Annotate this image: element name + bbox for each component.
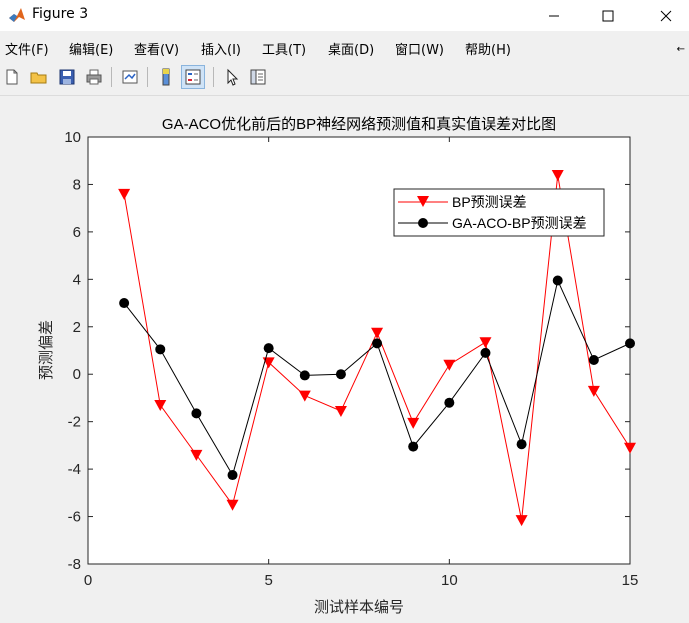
menu-edit[interactable]: 编辑(E): [69, 43, 114, 58]
chart[interactable]: GA-ACO优化前后的BP神经网络预测值和真实值误差对比图 测试样本编号 预测偏…: [0, 96, 689, 619]
bp-error-point: [624, 442, 636, 454]
ga-aco-bp-error-point: [552, 275, 563, 286]
ga-aco-bp-error-point: [444, 397, 455, 408]
bp-error-point: [298, 390, 311, 402]
y-tick-label: 8: [73, 176, 81, 193]
bp-error-point: [587, 385, 600, 397]
y-tick-label: 2: [73, 319, 81, 336]
y-tick-label: 10: [64, 129, 81, 146]
bp-error-point: [371, 327, 384, 339]
chart-title: GA-ACO优化前后的BP神经网络预测值和真实值误差对比图: [162, 115, 556, 133]
ga-aco-bp-error-point: [516, 439, 527, 450]
close-icon: [660, 10, 672, 21]
menu-overflow-icon[interactable]: ←: [676, 44, 685, 55]
property-editor-button[interactable]: [246, 65, 270, 89]
menu-insert[interactable]: 插入(I): [201, 43, 241, 58]
toolbar: [0, 61, 689, 96]
y-tick-label: 4: [73, 271, 81, 288]
matlab-logo-icon: [9, 8, 25, 22]
insert-legend-icon: [185, 69, 201, 85]
link-plot-button[interactable]: [118, 65, 142, 89]
x-tick-label: 0: [84, 572, 92, 589]
bp-error-point: [154, 400, 167, 412]
menu-tools[interactable]: 工具(T): [262, 43, 307, 58]
new-figure-icon: [6, 69, 18, 85]
legend-box: [393, 188, 605, 237]
ga-aco-bp-error-point: [625, 338, 635, 349]
pointer-icon: [227, 68, 239, 86]
ga-aco-bp-error-point: [191, 408, 202, 419]
ga-aco-bp-error-point: [408, 441, 419, 452]
open-file-button[interactable]: [27, 65, 51, 89]
menu-desktop[interactable]: 桌面(D): [328, 43, 375, 58]
y-tick-label: 0: [73, 366, 81, 383]
open-file-icon: [30, 72, 47, 84]
link-plot-icon: [122, 70, 138, 84]
ga-aco-bp-error-point: [263, 343, 274, 354]
bp-error-point: [515, 515, 528, 527]
toolbar-separator: [111, 67, 112, 87]
y-tick-label: -4: [68, 461, 81, 478]
insert-legend-button[interactable]: [181, 65, 205, 89]
title-bar: Figure 3: [0, 0, 689, 31]
print-icon: [86, 69, 102, 85]
menu-bar: 文件(F) 编辑(E) 查看(V) 插入(I) 工具(T) 桌面(D) 窗口(W…: [0, 31, 689, 61]
ga-aco-bp-error-point: [299, 370, 310, 381]
bp-error-point: [551, 169, 564, 181]
y-axis-label: 预测偏差: [38, 320, 55, 380]
ga-aco-bp-error-point: [119, 298, 130, 309]
bp-error-point: [334, 405, 347, 417]
bp-error-point: [407, 417, 420, 429]
ga-aco-bp-error-point: [588, 354, 599, 365]
maximize-button[interactable]: [585, 0, 631, 31]
legend-label-ga-aco-bp: GA-ACO-BP预测误差: [452, 215, 587, 231]
menu-view[interactable]: 查看(V): [134, 43, 180, 58]
axis-ticks: 0 5 10 15 -8 -6 -4 -2 0 2 4 6 8 10: [64, 129, 638, 589]
window-title: Figure 3: [32, 6, 89, 22]
toolbar-separator: [147, 67, 148, 87]
y-tick-label: -2: [68, 414, 81, 431]
ga-aco-bp-error-point: [480, 347, 491, 358]
y-tick-label: 6: [73, 224, 81, 241]
plot-series: [118, 169, 636, 527]
y-tick-label: -8: [68, 556, 81, 573]
x-tick-label: 15: [622, 572, 639, 589]
toolbar-separator: [213, 67, 214, 87]
pointer-button[interactable]: [220, 65, 244, 89]
x-axis-label: 测试样本编号: [314, 599, 404, 616]
menu-window[interactable]: 窗口(W): [395, 43, 444, 58]
bp-error-point: [479, 337, 492, 349]
ga-aco-bp-error-point: [372, 338, 383, 349]
y-tick-label: -6: [68, 509, 81, 526]
insert-colorbar-icon: [162, 68, 170, 86]
insert-colorbar-button[interactable]: [154, 65, 178, 89]
minimize-button[interactable]: [531, 0, 577, 31]
bp-error-point: [190, 449, 203, 461]
bp-error-point: [226, 499, 239, 511]
save-button[interactable]: [55, 65, 79, 89]
legend-label-bp: BP预测误差: [452, 194, 527, 210]
x-tick-label: 10: [441, 572, 458, 589]
save-icon: [59, 69, 75, 85]
minimize-icon: [549, 15, 559, 16]
ga-aco-bp-error-point: [155, 344, 166, 355]
ga-aco-bp-error-point: [227, 470, 238, 481]
legend-marker-ga-aco-bp: [418, 218, 428, 228]
legend[interactable]: BP预测误差 GA-ACO-BP预测误差: [393, 188, 605, 237]
close-button[interactable]: [643, 0, 689, 31]
print-button[interactable]: [82, 65, 106, 89]
figure-canvas: GA-ACO优化前后的BP神经网络预测值和真实值误差对比图 测试样本编号 预测偏…: [0, 96, 689, 619]
legend-marker-bp: [417, 196, 429, 207]
menu-help[interactable]: 帮助(H): [465, 43, 511, 58]
bp-error-point: [118, 188, 131, 200]
ga-aco-bp-error-point: [335, 369, 346, 380]
new-figure-button[interactable]: [0, 65, 24, 89]
property-editor-icon: [250, 69, 266, 85]
bp-error-point: [443, 359, 456, 371]
menu-file[interactable]: 文件(F): [5, 43, 49, 58]
maximize-icon: [602, 10, 614, 21]
x-tick-label: 5: [264, 572, 272, 589]
